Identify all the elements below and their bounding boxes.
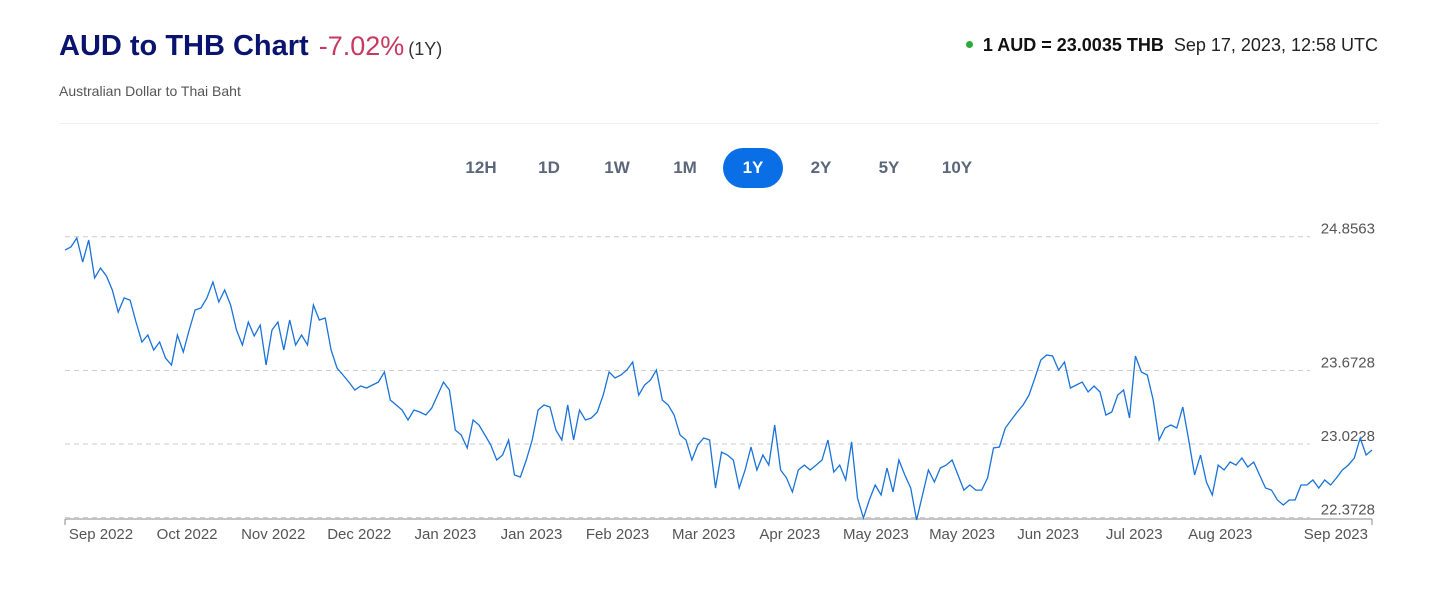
y-tick-label: 23.6728 (1321, 355, 1375, 372)
rate-row: 1 AUD = 23.0035 THB Sep 17, 2023, 12:58 … (965, 35, 1378, 56)
timestamp: Sep 17, 2023, 12:58 UTC (1173, 35, 1378, 55)
separator (59, 123, 1379, 124)
x-tick-label: Jan 2023 (415, 526, 477, 543)
range-button[interactable]: 2Y (810, 158, 832, 177)
price-line (64, 236, 1373, 521)
range-button[interactable]: 1W (604, 158, 630, 177)
x-tick-label: Mar 2023 (672, 526, 735, 543)
range-button[interactable]: 5Y (878, 158, 900, 177)
y-tick-label: 23.0228 (1321, 428, 1375, 445)
x-tick-label: Jul 2023 (1106, 526, 1163, 543)
range-button[interactable]: 10Y (941, 158, 973, 177)
range-button[interactable]: 1D (538, 158, 560, 177)
x-tick-label: Nov 2022 (241, 526, 305, 543)
y-tick-label: 24.8563 (1321, 221, 1375, 238)
subtitle: Australian Dollar to Thai Baht (59, 83, 241, 99)
y-tick-label: 22.3728 (1321, 502, 1375, 519)
title-row: AUD to THB Chart -7.02% (1Y) (59, 30, 442, 63)
x-tick-label: Apr 2023 (759, 526, 820, 543)
range-button[interactable]: 12H (465, 158, 497, 177)
period: (1Y) (408, 39, 443, 59)
title: AUD to THB Chart (59, 30, 309, 62)
x-tick-label: Oct 2022 (157, 526, 218, 543)
live-dot (965, 40, 973, 48)
x-tick-label: Feb 2023 (586, 526, 649, 543)
x-tick-label: Sep 2022 (69, 526, 133, 543)
x-tick-label: Jun 2023 (1017, 526, 1079, 543)
rate: 1 AUD = 23.0035 THB (982, 35, 1164, 55)
range-button[interactable]: 1M (673, 158, 697, 177)
change: -7.02% (318, 31, 405, 61)
x-tick-label: Aug 2023 (1188, 526, 1252, 543)
x-tick-label: Sep 2023 (1304, 526, 1368, 543)
x-tick-label: May 2023 (843, 526, 909, 543)
x-tick-label: Jan 2023 (501, 526, 563, 543)
x-tick-label: Dec 2022 (327, 526, 391, 543)
range-button[interactable]: 1Y (723, 148, 783, 188)
x-tick-label: May 2023 (929, 526, 995, 543)
range-buttons: 12H 1D 1W 1M 1Y 2Y 5Y 10Y (0, 148, 1438, 188)
